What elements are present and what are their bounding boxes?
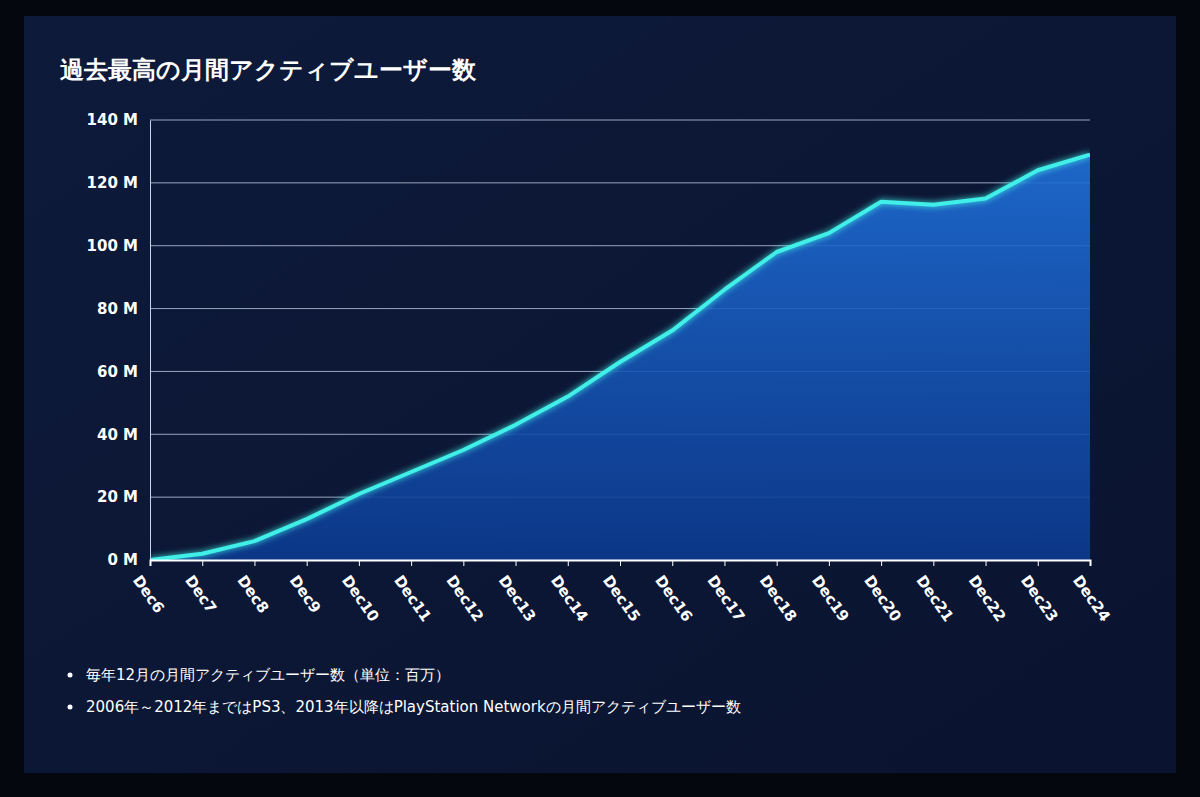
- chart-root: 過去最高の月間アクティブユーザー数 0 M 20 M 40 M 60 M 80 M 100 …: [0, 0, 1200, 797]
- y-tick-label: 0 M: [107, 551, 138, 569]
- bullet: [68, 705, 73, 710]
- y-tick-label: 140 M: [87, 111, 138, 129]
- x-tick: Dec6: [129, 560, 168, 617]
- y-tick: 80 M: [97, 300, 150, 318]
- y-tick-label: 100 M: [87, 237, 138, 255]
- y-tick-label: 120 M: [87, 174, 138, 192]
- area: [150, 155, 1090, 560]
- x-tick: Dec8: [234, 560, 273, 617]
- marks: [150, 155, 1090, 560]
- x-tick: Dec10: [338, 560, 383, 625]
- x-tick-mark: [150, 560, 151, 566]
- grid: [150, 120, 1090, 560]
- grid-line: [150, 182, 1090, 183]
- y-tick: 0 M: [107, 551, 150, 569]
- x-axis: Dec6Dec7Dec8Dec9Dec10Dec11Dec12Dec13Dec1…: [129, 560, 1114, 625]
- x-tick: Dec7: [181, 560, 220, 617]
- y-tick-label: 40 M: [97, 426, 138, 444]
- x-tick-mark: [724, 560, 725, 566]
- y-tick-label: 20 M: [97, 488, 138, 506]
- x-tick-mark: [307, 560, 308, 566]
- x-tick: Dec11: [390, 560, 435, 625]
- x-tick-mark: [411, 560, 412, 566]
- x-tick-label: Dec24: [1069, 572, 1114, 625]
- x-tick-label: Dec11: [390, 572, 435, 625]
- x-tick-mark: [463, 560, 464, 566]
- x-tick-label: Dec7: [181, 572, 220, 617]
- x-tick: Dec22: [965, 560, 1010, 625]
- x-tick-mark: [672, 560, 673, 566]
- y-tick: 20 M: [97, 488, 150, 506]
- bullet: [68, 673, 73, 678]
- x-tick: Dec19: [808, 560, 853, 625]
- x-tick-label: Dec6: [129, 572, 168, 617]
- x-tick-label: Dec19: [808, 572, 853, 625]
- x-axis-line: [151, 561, 1091, 567]
- x-tick-label: Dec22: [965, 572, 1010, 625]
- x-tick-mark: [881, 560, 882, 566]
- footnotes: 毎年12月の月間アクティブユーザー数（単位：百万） 2006年～2012年まではP…: [68, 666, 741, 716]
- x-tick: Dec21: [912, 560, 957, 625]
- y-axis: 0 M 20 M 40 M 60 M 80 M 100 M 120 M 140 M: [87, 111, 151, 569]
- footnote: 毎年12月の月間アクティブユーザー数（単位：百万）: [86, 666, 450, 684]
- x-tick-mark: [829, 560, 830, 566]
- x-tick-mark: [359, 560, 360, 566]
- x-tick-label: Dec8: [234, 572, 273, 617]
- x-tick: Dec12: [442, 560, 487, 625]
- x-tick-mark: [516, 560, 517, 566]
- x-tick-mark: [202, 560, 203, 566]
- x-tick-label: Dec20: [860, 572, 905, 625]
- line: [150, 155, 1090, 560]
- x-tick-label: Dec18: [756, 572, 801, 625]
- x-tick: Dec17: [704, 560, 749, 625]
- y-tick-label: 80 M: [97, 300, 138, 318]
- x-tick: Dec24: [1069, 560, 1114, 625]
- y-tick: 120 M: [87, 174, 150, 192]
- y-tick: 100 M: [87, 237, 150, 255]
- y-axis-line: [150, 121, 151, 561]
- y-tick: 40 M: [97, 426, 150, 444]
- x-tick-label: Dec23: [1017, 572, 1062, 625]
- x-tick-mark: [1038, 560, 1039, 566]
- x-tick: Dec18: [756, 560, 801, 625]
- grid-line: [150, 120, 1090, 121]
- x-tick-mark: [986, 560, 987, 566]
- x-tick-label: Dec12: [442, 572, 487, 625]
- x-tick-label: Dec17: [704, 572, 749, 625]
- y-tick-label: 60 M: [97, 363, 138, 381]
- x-tick: Dec13: [495, 560, 540, 625]
- x-tick-label: Dec13: [495, 572, 540, 625]
- x-tick-label: Dec10: [338, 572, 383, 625]
- plot: 0 M 20 M 40 M 60 M 80 M 100 M 120 M 140 M Dec6 De…: [87, 111, 1114, 625]
- slide-background: [24, 16, 1176, 773]
- x-tick-mark: [620, 560, 621, 566]
- x-tick-label: Dec21: [912, 572, 957, 625]
- x-tick-label: Dec9: [286, 572, 325, 617]
- x-tick-label: Dec14: [547, 572, 592, 625]
- x-tick-mark: [933, 560, 934, 566]
- footnote: 2006年～2012年まではPS3、2013年以降はPlayStation Ne…: [86, 698, 741, 716]
- x-tick-mark: [568, 560, 569, 566]
- y-tick: 60 M: [97, 363, 150, 381]
- x-tick: Dec20: [860, 560, 905, 625]
- x-tick-mark: [1090, 560, 1091, 566]
- x-tick-label: Dec15: [599, 572, 644, 625]
- y-tick: 140 M: [87, 111, 150, 129]
- x-tick: Dec15: [599, 560, 644, 625]
- x-tick: Dec14: [547, 560, 592, 625]
- x-tick-label: Dec16: [651, 572, 696, 625]
- x-tick: Dec9: [286, 560, 325, 617]
- x-tick: Dec16: [651, 560, 696, 625]
- chart-title: 過去最高の月間アクティブユーザー数: [60, 56, 477, 84]
- x-tick-mark: [254, 560, 255, 566]
- x-tick: Dec23: [1017, 560, 1062, 625]
- x-tick-mark: [777, 560, 778, 566]
